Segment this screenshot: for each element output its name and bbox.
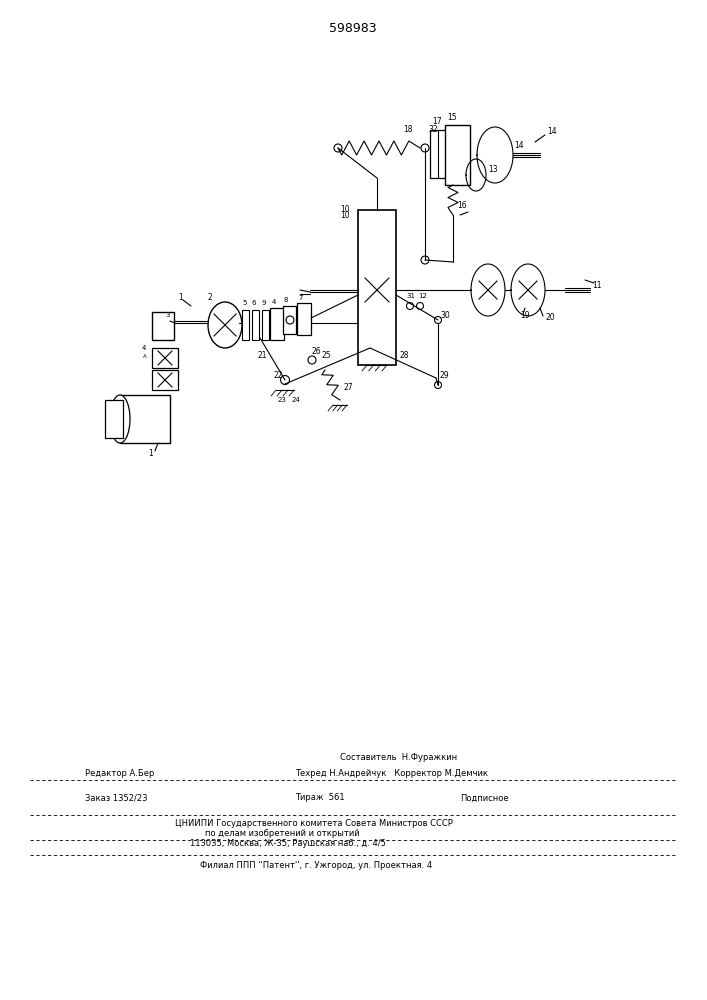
Text: по делам изобретений и открытий: по делам изобретений и открытий (205, 828, 360, 838)
Bar (358, 210, 396, 365)
Bar (270, 308, 284, 340)
Bar (262, 310, 269, 340)
Text: 598983: 598983 (329, 21, 377, 34)
Circle shape (334, 144, 342, 152)
Text: 6: 6 (252, 300, 257, 306)
Ellipse shape (208, 302, 242, 348)
Text: 3: 3 (165, 312, 170, 318)
Text: Подписное: Подписное (460, 794, 508, 802)
Text: 12: 12 (418, 293, 427, 299)
Circle shape (416, 302, 423, 310)
Text: 4: 4 (272, 299, 276, 305)
Circle shape (435, 381, 441, 388)
Text: Техред Н.Андрейчук   Корректор М.Демчик: Техред Н.Андрейчук Корректор М.Демчик (295, 768, 488, 778)
Text: 113035, Москва, Ж-35, Раушская наб., д. 4/5: 113035, Москва, Ж-35, Раушская наб., д. … (190, 838, 386, 848)
Text: 14: 14 (547, 127, 556, 136)
Text: Составитель  Н.Фуражкин: Составитель Н.Фуражкин (340, 754, 457, 762)
Text: 1: 1 (148, 448, 153, 458)
Text: 29: 29 (440, 370, 450, 379)
Text: 22: 22 (273, 370, 283, 379)
Bar (242, 310, 249, 340)
Bar (430, 130, 446, 178)
Text: 14: 14 (514, 140, 524, 149)
Bar (152, 348, 178, 368)
Text: ЦНИИПИ Государственного комитета Совета Министров СССР: ЦНИИПИ Государственного комитета Совета … (175, 818, 453, 828)
Text: 10: 10 (340, 206, 350, 215)
Bar (105, 400, 123, 438)
Text: 18: 18 (403, 125, 412, 134)
Bar (152, 370, 178, 390)
Bar (252, 310, 259, 340)
Text: 1: 1 (178, 294, 182, 302)
Text: 10: 10 (340, 211, 350, 220)
Text: Редактор А.Бер: Редактор А.Бер (85, 768, 154, 778)
Ellipse shape (110, 395, 130, 443)
Text: 26: 26 (312, 348, 322, 357)
Bar (120, 395, 170, 443)
Circle shape (407, 302, 414, 310)
Text: 8: 8 (284, 297, 288, 303)
Bar (152, 312, 174, 340)
Text: A: A (143, 354, 147, 359)
Text: 31: 31 (406, 293, 415, 299)
Circle shape (421, 144, 429, 152)
Bar (297, 303, 311, 335)
Circle shape (308, 356, 316, 364)
Text: Тираж  561: Тираж 561 (295, 794, 344, 802)
Text: 17: 17 (432, 117, 442, 126)
Text: 2: 2 (208, 294, 213, 302)
Text: 24: 24 (292, 397, 300, 403)
Circle shape (281, 375, 289, 384)
Text: 13: 13 (488, 165, 498, 174)
Bar (283, 306, 296, 334)
Text: 25: 25 (322, 352, 332, 360)
Text: Филиал ППП ''Патент'', г. Ужгород, ул. Проектная. 4: Филиал ППП ''Патент'', г. Ужгород, ул. П… (200, 860, 432, 869)
Text: 15: 15 (447, 113, 457, 122)
Text: 4: 4 (142, 345, 146, 351)
Bar (445, 125, 470, 185)
Circle shape (435, 316, 441, 324)
Text: 20: 20 (546, 314, 556, 322)
Text: 30: 30 (440, 310, 450, 320)
Text: Заказ 1352/23: Заказ 1352/23 (85, 794, 148, 802)
Text: 5: 5 (242, 300, 246, 306)
Text: 19: 19 (520, 312, 530, 320)
Text: 9: 9 (261, 300, 266, 306)
Text: 11: 11 (592, 280, 602, 290)
Text: 28: 28 (400, 352, 409, 360)
Text: 23: 23 (278, 397, 287, 403)
Text: 7: 7 (298, 295, 303, 301)
Text: 21: 21 (258, 351, 267, 360)
Text: 27: 27 (343, 383, 353, 392)
Text: 32: 32 (428, 125, 438, 134)
Circle shape (286, 316, 294, 324)
Text: 16: 16 (457, 200, 467, 210)
Circle shape (421, 256, 429, 264)
